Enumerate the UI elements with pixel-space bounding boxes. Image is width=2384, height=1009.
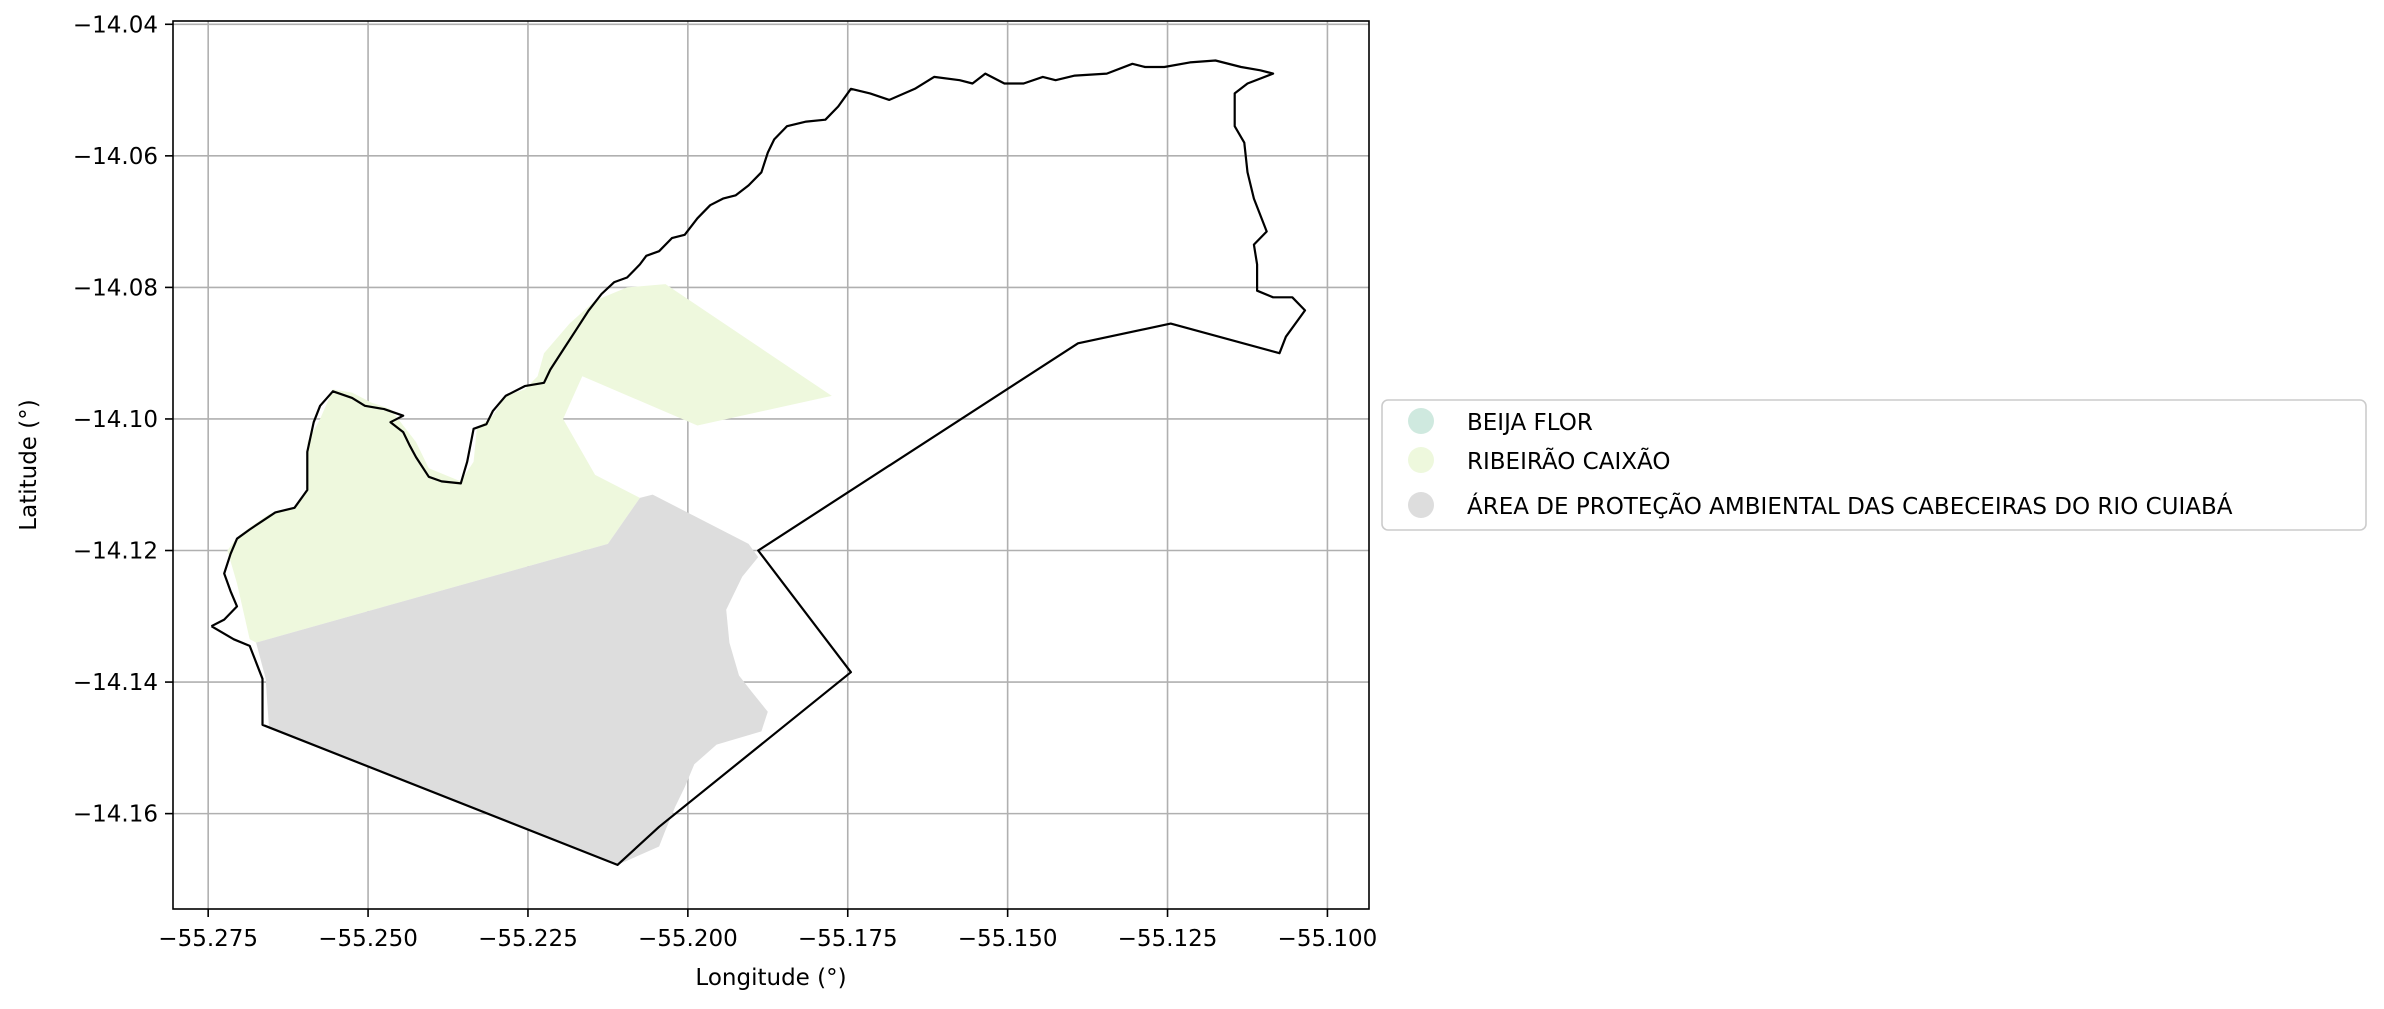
y-axis-ticks: −14.04 −14.06 −14.08 −14.10 −14.12 −14.14 −14.… xyxy=(73,12,173,828)
x-tick-label: −55.225 xyxy=(478,926,578,952)
legend-label-apa-cabeceiras: ÁREA DE PROTEÇÃO AMBIENTAL DAS CABECEIRA… xyxy=(1467,492,2233,520)
legend: BEIJA FLOR RIBEIRÃO CAIXÃO ÁREA DE PROTE… xyxy=(1381,399,2367,531)
boundary-line xyxy=(210,59,1307,867)
legend-marker-ribeirao-caixao xyxy=(1408,447,1434,473)
x-tick-label: −55.175 xyxy=(798,926,898,952)
legend-marker-apa-cabeceiras xyxy=(1408,492,1434,518)
plot-frame xyxy=(172,20,1370,910)
x-axis-label: Longitude (°) xyxy=(695,965,846,991)
legend-label-beija-flor: BEIJA FLOR xyxy=(1467,410,1593,436)
x-tick-label: −55.100 xyxy=(1278,926,1378,952)
legend-label-ribeirao-caixao: RIBEIRÃO CAIXÃO xyxy=(1467,447,1670,475)
x-tick-label: −55.150 xyxy=(958,926,1058,952)
x-tick-label: −55.125 xyxy=(1118,926,1218,952)
x-tick-label: −55.200 xyxy=(638,926,738,952)
x-axis-ticks: −55.275 −55.250 −55.225 −55.200 −55.175 −55.1… xyxy=(158,909,1377,952)
region-ribeir-o-caix-o xyxy=(227,284,832,643)
legend-marker-beija-flor xyxy=(1408,408,1434,434)
legend-frame xyxy=(1381,399,2367,531)
map-regions xyxy=(227,284,832,865)
y-axis-label: Latitude (°) xyxy=(16,399,42,530)
y-tick-label: −14.10 xyxy=(73,407,158,433)
x-tick-label: −55.275 xyxy=(158,926,258,952)
x-tick-label: −55.250 xyxy=(318,926,418,952)
municipal-boundary xyxy=(210,59,1307,867)
y-tick-label: −14.04 xyxy=(73,12,158,38)
y-tick-label: −14.16 xyxy=(73,802,158,828)
y-tick-label: −14.14 xyxy=(73,670,158,696)
y-tick-label: −14.08 xyxy=(73,275,158,301)
y-tick-label: −14.12 xyxy=(73,539,158,565)
y-tick-label: −14.06 xyxy=(73,144,158,170)
